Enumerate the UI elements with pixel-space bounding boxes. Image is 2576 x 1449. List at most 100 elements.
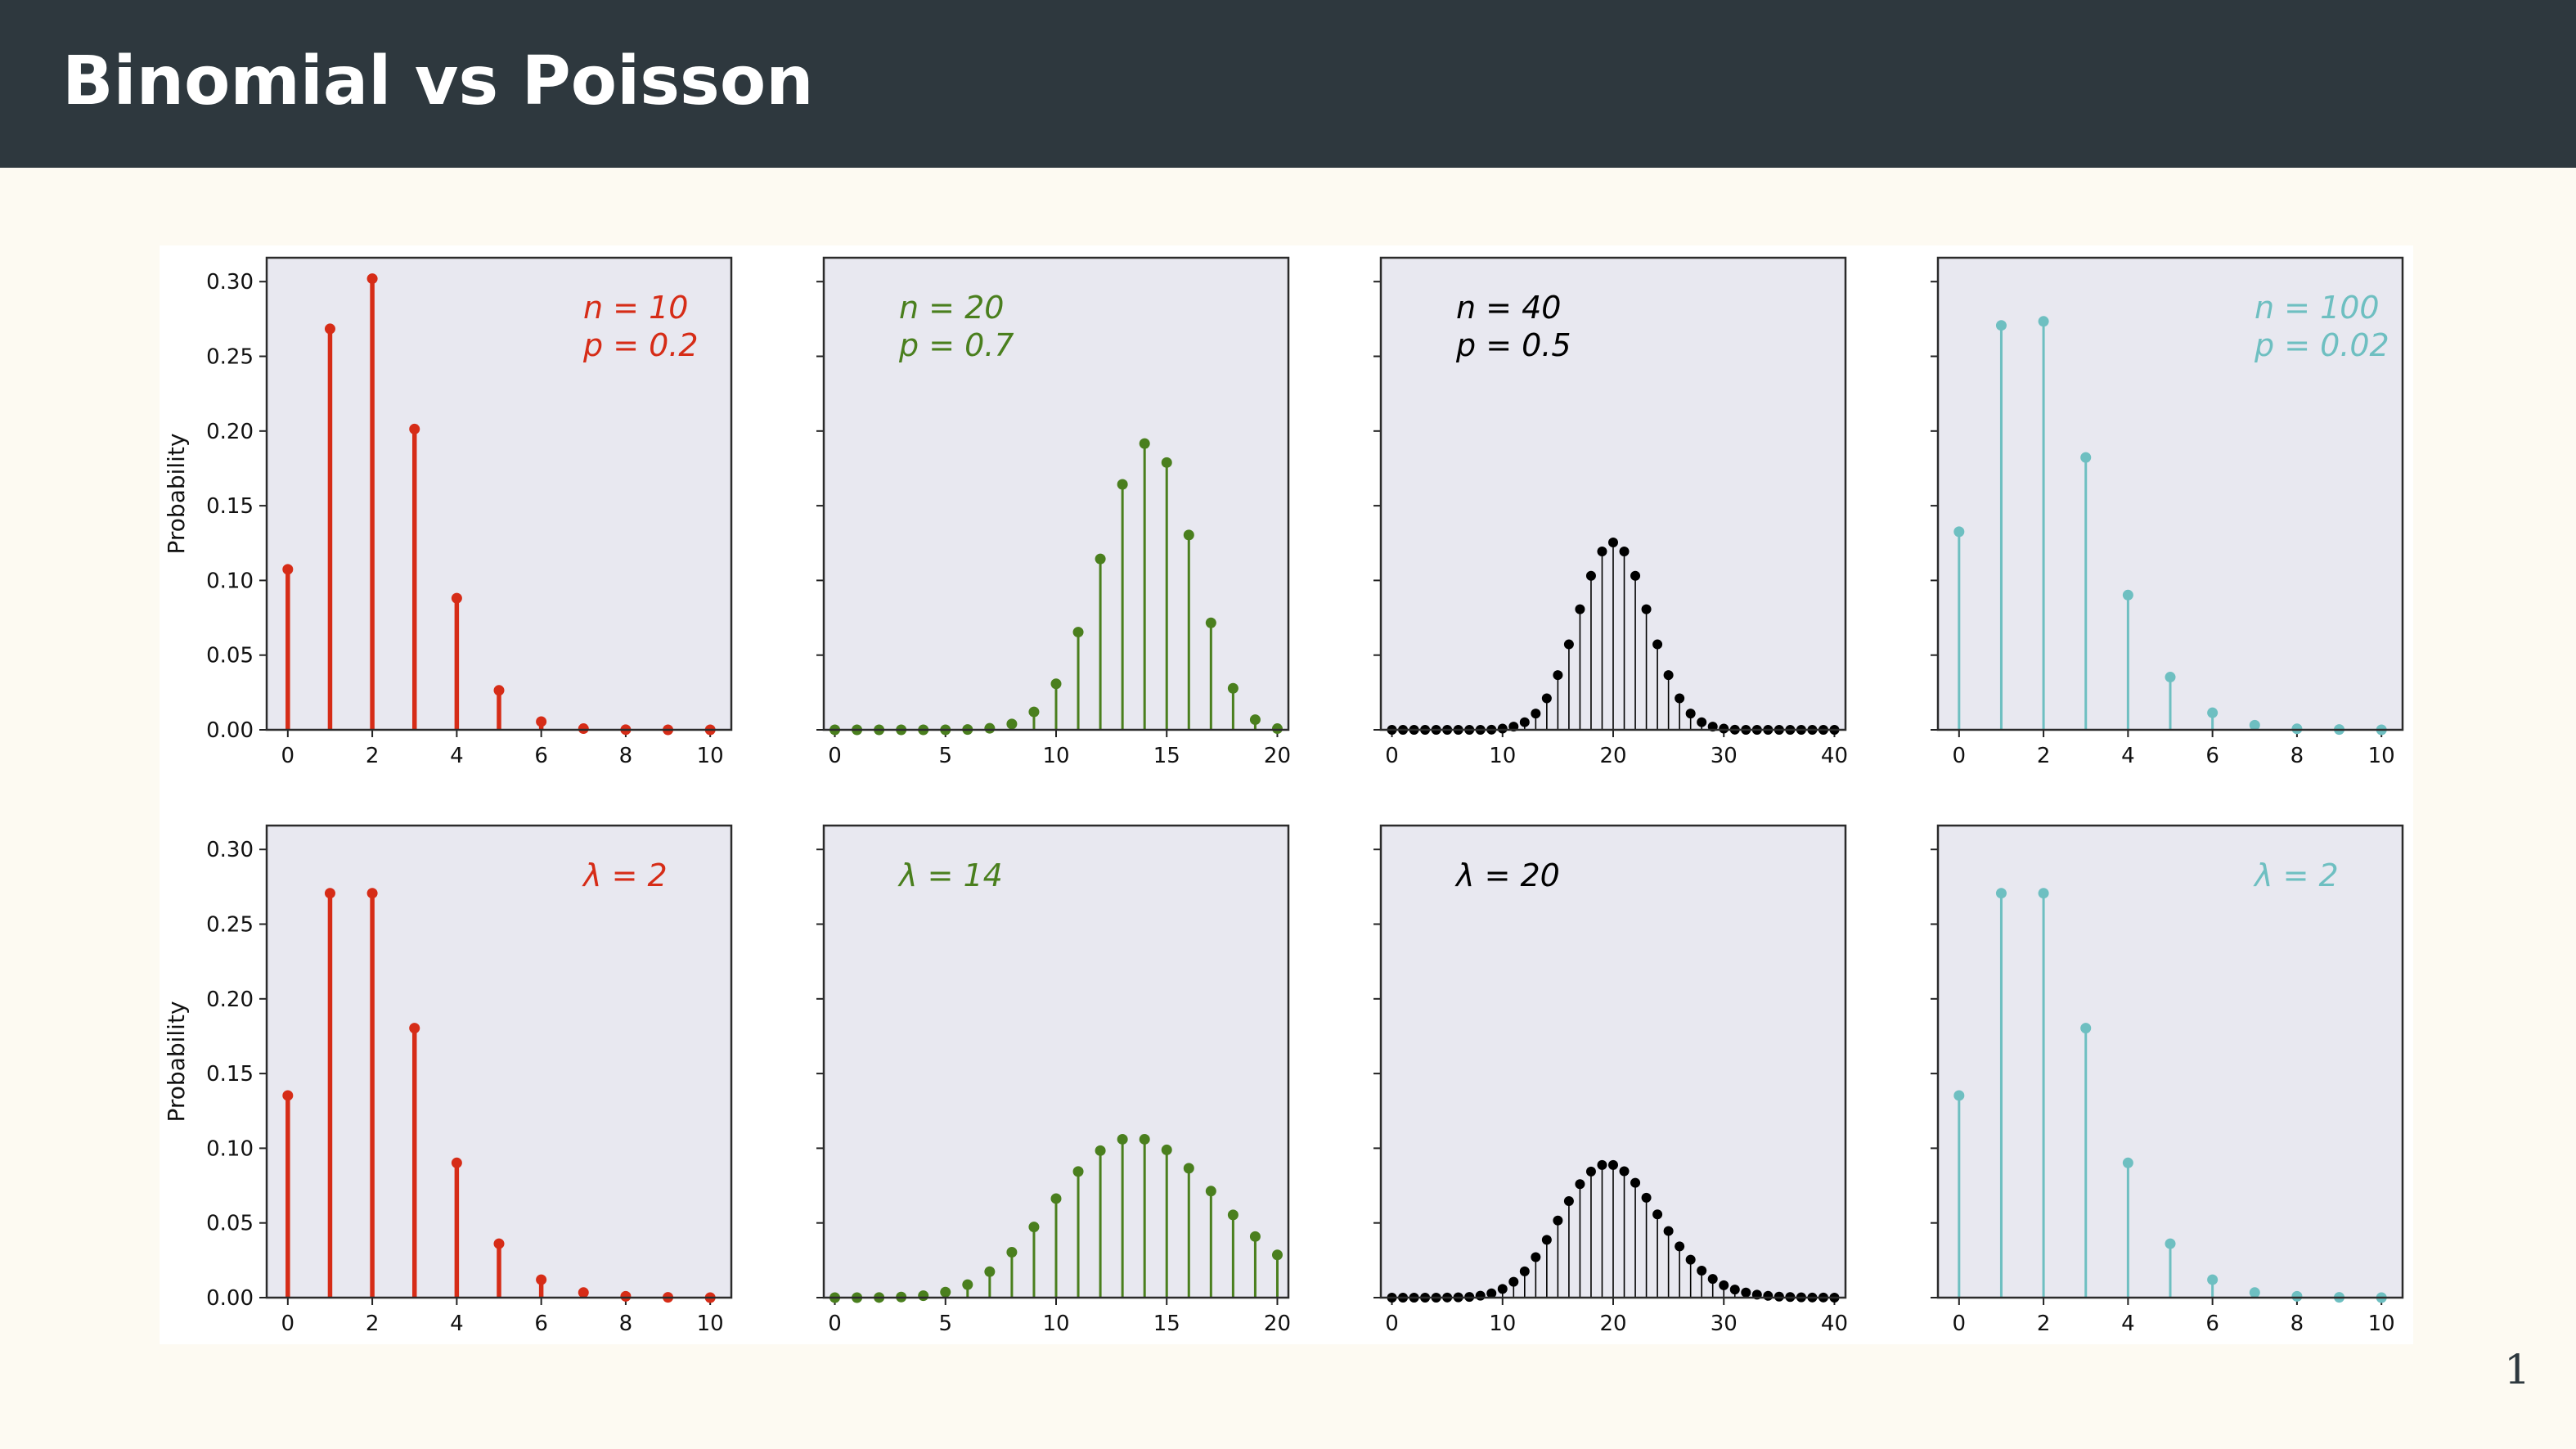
slide-header: Binomial vs Poisson [0,0,2576,168]
x-tick-label: 0 [828,744,842,768]
x-tick-label: 10 [1489,744,1516,768]
x-tick-label: 10 [2368,1312,2395,1336]
chart-8: 0 2 4 6 8 10 λ = 2 [1931,824,2404,1336]
plot-frame [822,824,1290,1299]
stem-marker [1652,1209,1663,1220]
y-tick-label: 0.05 [206,1212,254,1236]
stem-marker [1475,1290,1486,1301]
y-axis-label: Probability [163,433,190,554]
y-tick-label: 0.15 [206,1062,254,1087]
stem-marker [1719,1280,1729,1290]
y-tick-label: 0.20 [206,420,254,444]
x-tick-label: 0 [1385,1312,1399,1336]
x-tick-label: 0 [828,1312,842,1336]
stem-marker [493,685,505,696]
x-tick-label: 10 [1489,1312,1516,1336]
stem-marker [1553,1215,1563,1226]
stem-marker [1508,1276,1519,1287]
y-tick-label: 0.30 [206,270,254,295]
annotation-text: n = 100 [2255,290,2380,326]
page-number: 1 [2504,1346,2530,1393]
stem-marker [1675,1241,1685,1252]
stem-marker [940,1286,951,1298]
x-tick-label: 0 [1953,1312,1967,1336]
x-tick-label: 2 [366,1312,380,1336]
x-tick-label: 8 [2291,744,2304,768]
plot-frame [1379,256,1847,731]
plot-area [1938,826,2403,1298]
stem-marker [1271,1249,1283,1261]
stem-marker [1685,709,1696,719]
plot-frame [1936,824,2404,1299]
stem-marker [1663,1226,1674,1236]
x-tick-label: 2 [2037,744,2051,768]
stem-marker [984,722,996,734]
stem-marker [409,423,420,434]
stem-marker [1597,1159,1607,1170]
stem-marker [1553,670,1563,681]
stem-marker [1774,1291,1784,1302]
stem-marker [1597,546,1607,556]
annotation-text: λ = 14 [897,857,1003,893]
stem-marker [1995,320,2007,331]
stem-marker [1497,723,1508,734]
stem-marker [2038,316,2049,327]
stem-marker [1585,1166,1596,1177]
stem-marker [1050,678,1062,690]
stem-marker [578,1287,589,1298]
annotation-text: λ = 2 [582,857,668,893]
stem-marker [2207,707,2219,718]
annotation-text: p = 0.7 [898,327,1014,363]
annotation-text: n = 40 [1456,290,1561,326]
stem-marker [1028,1222,1040,1233]
stem-marker [984,1266,996,1277]
x-tick-label: 40 [1821,1312,1848,1336]
stem-marker [1117,1133,1128,1145]
y-tick-label: 0.25 [206,345,254,370]
stem-marker [1608,538,1618,548]
y-tick-label: 0.00 [206,1286,254,1311]
y-tick-label: 0.25 [206,913,254,938]
stem-marker [1563,639,1574,650]
chart-3: 0 10 20 30 40 n = 40p = 0.5 [1373,256,1848,768]
stem-marker [1663,670,1674,681]
stem-marker [1117,479,1128,490]
stem-marker [324,888,335,899]
stem-marker [1205,617,1216,628]
annotation-text: p = 0.5 [1455,327,1571,363]
stem-marker [324,323,335,335]
stem-marker [493,1238,505,1249]
x-tick-label: 8 [619,744,633,768]
chart-6: 0 5 10 15 20 λ = 14 [816,824,1291,1336]
x-tick-label: 8 [2291,1312,2304,1336]
stem-marker [2122,1157,2133,1168]
stem-marker [1139,1133,1150,1145]
stem-marker [1183,529,1194,541]
x-tick-label: 4 [450,744,464,768]
x-tick-label: 0 [1953,744,1967,768]
stem-marker [1707,1274,1718,1285]
x-tick-label: 10 [1042,744,1069,768]
x-tick-label: 10 [2368,744,2395,768]
y-tick-label: 0.20 [206,988,254,1012]
stem-marker [1095,1145,1106,1156]
stem-marker [1531,709,1541,719]
stem-marker [1641,1192,1652,1203]
plot-area [1938,258,2403,730]
stem-marker [1541,1235,1552,1245]
chart-5: 0.00 0.05 0.10 0.15 0.20 0.25 0.30 0 2 4 6 8 10 Proba… [163,824,733,1336]
x-tick-label: 8 [619,1312,633,1336]
stem-marker [2122,589,2133,601]
x-tick-label: 6 [2205,1312,2219,1336]
stem-marker [2165,1238,2176,1249]
chart-2: 0 5 10 15 20 n = 20p = 0.7 [816,256,1291,768]
stem-marker [366,888,378,899]
stem-marker [1575,604,1585,614]
stem-marker [1497,1284,1508,1294]
x-tick-label: 20 [1264,744,1291,768]
annotation-text: p = 0.2 [582,327,699,363]
stem-marker [1541,693,1552,704]
x-tick-label: 30 [1711,744,1738,768]
stem-marker [1953,526,1965,538]
